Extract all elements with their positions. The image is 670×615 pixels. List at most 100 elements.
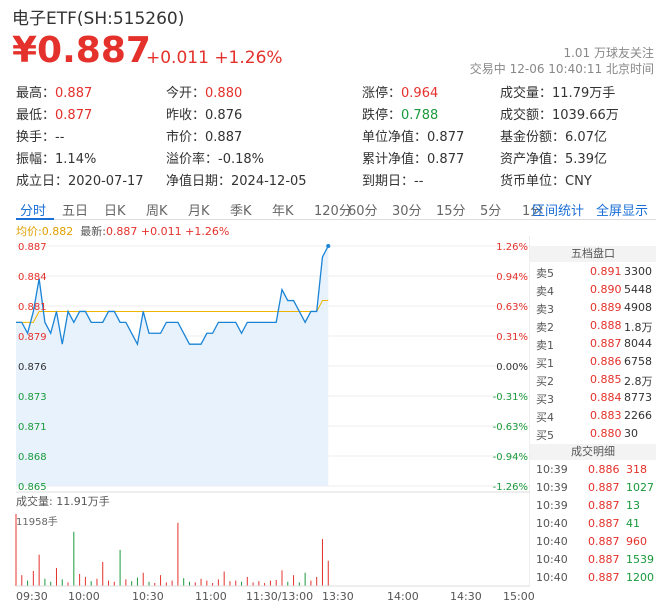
- tab-4[interactable]: 月K: [188, 204, 210, 219]
- stat-label: 溢价率：: [166, 152, 219, 167]
- tab-3[interactable]: 周K: [146, 204, 168, 219]
- security-title: 电子ETF(SH:515260): [12, 9, 185, 29]
- trade-time: 10:39: [536, 499, 568, 512]
- trade-row: 10:40 0.887 41: [532, 515, 656, 533]
- stat-item: 今开：0.880: [166, 82, 242, 101]
- trade-price: 0.887: [588, 553, 620, 566]
- trade-volume: 1200: [626, 571, 654, 584]
- stat-value: CNY: [565, 174, 592, 189]
- trade-time: 10:39: [536, 481, 568, 494]
- price-line: [16, 245, 329, 347]
- stat-item: 单位净值：0.877: [362, 126, 464, 145]
- y-tick-label: 0.879: [18, 332, 47, 343]
- stat-value: 1039.66万: [552, 108, 619, 123]
- order-book-row: 卖4 0.890 5448: [532, 281, 656, 299]
- stat-value: 0.887: [205, 130, 243, 145]
- trade-status: 交易中 12-06 10:40:11 北京时间: [469, 62, 654, 76]
- tab-11[interactable]: 5分: [480, 204, 502, 219]
- current-price: ¥0.887: [12, 30, 151, 71]
- y-tick-label: 0.876: [18, 362, 47, 373]
- ob-label: 卖1: [536, 339, 554, 352]
- ob-volume: 1.8万: [624, 321, 653, 334]
- range-stats-button[interactable]: 区间统计: [532, 204, 585, 219]
- stat-label: 市价：: [166, 130, 206, 145]
- fullscreen-button[interactable]: 全屏显示: [596, 204, 649, 219]
- latest-point: [326, 244, 331, 248]
- followers-count[interactable]: 1.01 万球友关注: [563, 46, 654, 60]
- stat-value: 0.877: [55, 108, 93, 123]
- intraday-chart[interactable]: 0.887 0.884 0.881 0.879 0.876 0.873 0.871 0.868…: [0, 236, 530, 606]
- tab-2[interactable]: 日K: [104, 204, 126, 219]
- x-tick-label: 15:00: [503, 590, 535, 603]
- stat-item: 成立日：2020-07-17: [16, 170, 144, 189]
- stat-item: 基金份额：6.07亿: [500, 126, 607, 145]
- ob-label: 卖2: [536, 321, 554, 334]
- stat-value: 2020-07-17: [68, 174, 144, 189]
- y-tick-label: 0.871: [18, 422, 47, 433]
- trade-row: 10:39 0.887 1027: [532, 479, 656, 497]
- stat-item: 最低：0.877: [16, 104, 92, 123]
- tab-0[interactable]: 分时: [20, 204, 47, 219]
- stat-label: 成交额：: [500, 108, 553, 123]
- stat-value: 0.880: [205, 86, 243, 101]
- tab-10[interactable]: 15分: [436, 204, 466, 219]
- trade-row: 10:40 0.887 1539: [532, 551, 656, 569]
- latest-value: 0.887 +0.011 +1.26%: [105, 225, 230, 238]
- y-tick-label: 0.868: [18, 452, 47, 463]
- tab-5[interactable]: 季K: [230, 204, 252, 219]
- stat-value: -0.18%: [218, 152, 265, 167]
- ob-price: 0.885: [590, 373, 622, 386]
- order-book-row: 买1 0.886 6758: [532, 353, 656, 371]
- x-tick-label: 14:00: [387, 590, 419, 603]
- stat-value: 0.887: [55, 86, 93, 101]
- order-book-row: 买4 0.883 2266: [532, 407, 656, 425]
- chart-tabs: 分时 五日 日K 周K 月K 季K 年K 120分 60分 30分 15分 5分 1分 区间统计 全屏显示: [16, 196, 656, 220]
- ob-price: 0.884: [590, 391, 622, 404]
- stat-label: 累计净值：: [362, 152, 428, 167]
- tab-6[interactable]: 年K: [272, 204, 294, 219]
- chart-legend: 均价:0.882 最新:0.887 +0.011 +1.26%: [16, 223, 229, 239]
- volume-label: 成交量: 11.91万手: [16, 495, 110, 508]
- ob-label: 卖4: [536, 285, 554, 298]
- x-tick-label: 11:00: [195, 590, 227, 603]
- stat-label: 跌停：: [362, 108, 402, 123]
- stat-label: 昨收：: [166, 108, 206, 123]
- order-book-row: 卖5 0.891 3300: [532, 263, 656, 281]
- trade-row: 10:40 0.887 1200: [532, 569, 656, 587]
- stat-label: 基金份额：: [500, 130, 566, 145]
- tab-9[interactable]: 30分: [392, 204, 422, 219]
- trade-row: 10:39 0.886 318: [532, 461, 656, 479]
- stat-label: 单位净值：: [362, 130, 428, 145]
- stat-value: --: [414, 174, 424, 189]
- pct-tick-label: -0.94%: [493, 452, 528, 463]
- tab-8[interactable]: 60分: [348, 204, 378, 219]
- y-tick-label: 0.887: [18, 242, 47, 253]
- stat-value: 0.877: [427, 130, 465, 145]
- stat-value: 0.876: [205, 108, 243, 123]
- stat-item: 资产净值：5.39亿: [500, 148, 607, 167]
- tab-1[interactable]: 五日: [62, 204, 89, 219]
- stat-item: 市价：0.887: [166, 126, 242, 145]
- tab-7[interactable]: 120分: [314, 204, 352, 219]
- ob-label: 买1: [536, 357, 554, 370]
- ob-price: 0.887: [590, 337, 622, 350]
- stat-value: 1.14%: [55, 152, 97, 167]
- stat-label: 最高：: [16, 86, 56, 101]
- ob-label: 买4: [536, 411, 554, 424]
- ob-price: 0.886: [590, 355, 622, 368]
- ob-volume: 6758: [624, 355, 652, 368]
- stat-item: 净值日期：2024-12-05: [166, 170, 307, 189]
- stat-item: 成交量：11.79万手: [500, 82, 615, 101]
- stat-value: --: [55, 130, 65, 145]
- stat-label: 成交量：: [500, 86, 553, 101]
- ob-label: 买2: [536, 375, 554, 388]
- stat-label: 振幅：: [16, 152, 56, 167]
- x-tick-label: 10:00: [68, 590, 100, 603]
- pct-tick-label: 0.94%: [496, 272, 528, 283]
- stat-value: 6.07亿: [565, 130, 607, 145]
- x-tick-label: 09:30: [16, 590, 48, 603]
- order-book-row: 卖1 0.887 8044: [532, 335, 656, 353]
- ob-volume: 8773: [624, 391, 652, 404]
- tab-12[interactable]: 1分: [522, 204, 544, 219]
- trade-price: 0.887: [588, 517, 620, 530]
